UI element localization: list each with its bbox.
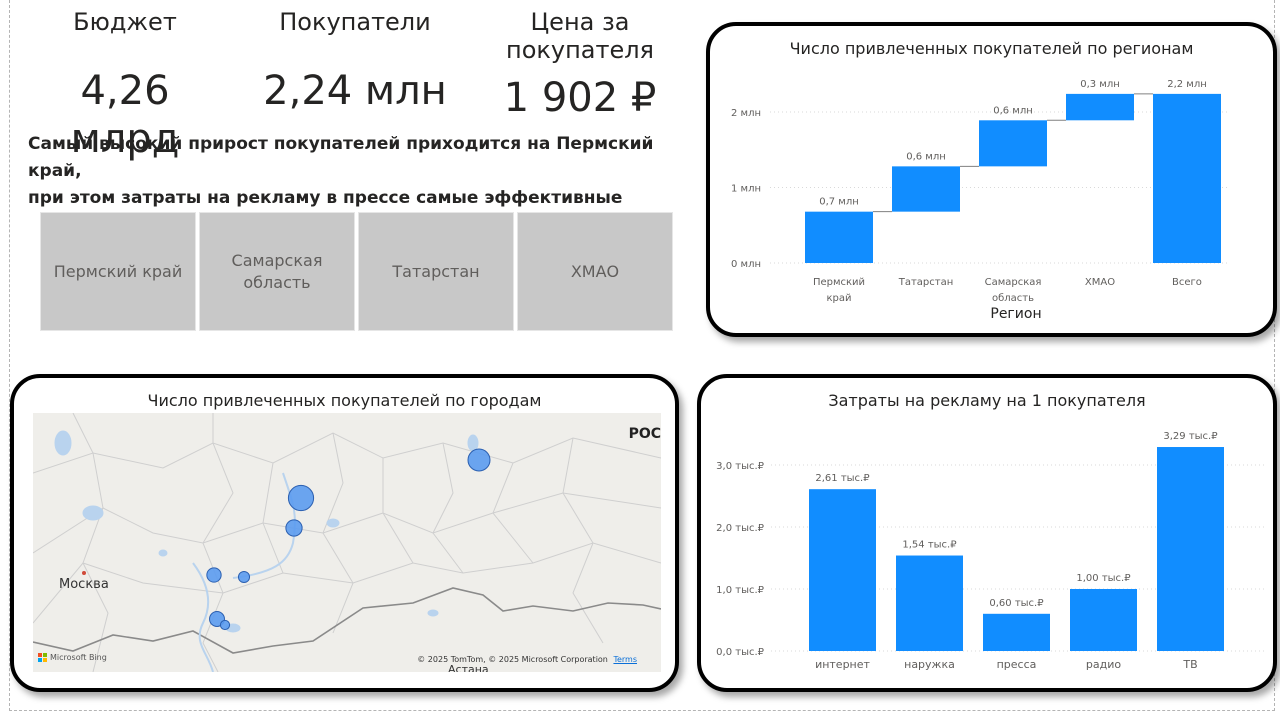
waterfall-bar[interactable]: [979, 120, 1047, 167]
ad-cost-chart-title: Затраты на рекламу на 1 покупателя: [828, 391, 1146, 410]
waterfall-category-label: Всего: [1172, 277, 1202, 288]
kpi-budget: Бюджет 4,26 млрд: [30, 8, 220, 163]
map-terms-link[interactable]: Terms: [613, 655, 637, 664]
slicer-label-perm: Пермский край: [53, 261, 183, 281]
slicer-button-tatarstan[interactable]: Татарстан: [358, 212, 514, 331]
ad-cost-chart-card[interactable]: Затраты на рекламу на 1 покупателя 0,0 т…: [697, 374, 1277, 692]
ad-cost-bar[interactable]: [1070, 589, 1137, 651]
waterfall-category-label: Татарстан: [898, 277, 954, 288]
country-border: [33, 587, 661, 654]
waterfall-x-axis-title: Регион: [990, 306, 1041, 322]
slicer-label-tatarstan: Татарстан: [392, 261, 480, 281]
map-card[interactable]: Число привлеченных покупателей по города…: [10, 374, 679, 692]
kpi-price-title-line1: Цена за: [530, 8, 630, 36]
waterfall-data-label: 0,6 млн: [906, 151, 946, 162]
kpi-price-value: 1 902 ₽: [503, 75, 657, 121]
slicer-button-perm[interactable]: Пермский край: [40, 212, 196, 331]
bing-logo: Microsoft Bing: [38, 653, 107, 662]
ad-cost-bar[interactable]: [896, 555, 963, 651]
waterfall-data-label: 0,3 млн: [1080, 79, 1120, 90]
bing-label: Microsoft Bing: [50, 653, 107, 662]
map-bubble[interactable]: [287, 484, 315, 512]
waterfall-chart-card[interactable]: Число привлеченных покупателей по регион…: [706, 22, 1277, 337]
ad-cost-category-label: радио: [1086, 658, 1121, 671]
map-bubble[interactable]: [467, 448, 491, 472]
ad-cost-data-label: 3,29 тыс.₽: [1163, 431, 1218, 442]
map-city-label-astana: Астана: [448, 663, 489, 672]
ad-cost-bar[interactable]: [809, 489, 876, 651]
ad-cost-y-tick-label: 3,0 тыс.₽: [716, 461, 764, 472]
insight-line-1: Самый высокий прирост покупателей приход…: [28, 134, 654, 181]
waterfall-category-label: край: [826, 293, 851, 304]
waterfall-bar[interactable]: [1066, 93, 1134, 121]
map-attribution: © 2025 TomTom, © 2025 Microsoft Corporat…: [417, 655, 637, 664]
slicer-label-samara-line1: Самарская: [231, 250, 323, 270]
ad-cost-chart: 0,0 тыс.₽ 1,0 тыс.₽ 2,0 тыс.₽ 3,0 тыс.₽ 2,61…: [716, 431, 1266, 671]
waterfall-bar[interactable]: [805, 211, 873, 263]
waterfall-bar[interactable]: [1153, 93, 1221, 263]
waterfall-bar[interactable]: [892, 166, 960, 212]
kpi-buyers: Покупатели 2,24 млн: [260, 8, 450, 115]
microsoft-logo-icon: [38, 653, 47, 662]
map-canvas[interactable]: Москва РОС Астана Microsoft Bing © 2025 …: [33, 413, 661, 672]
ad-cost-data-label: 1,00 тыс.₽: [1076, 573, 1131, 584]
ad-cost-data-label: 2,61 тыс.₽: [815, 473, 870, 484]
map-bubbles: [206, 448, 491, 631]
kpi-price-title-line2: покупателя: [506, 36, 654, 64]
map-country-label: РОС: [628, 426, 661, 442]
kpi-price: Цена за покупателя 1 902 ₽: [485, 8, 675, 122]
ad-cost-category-label: наружка: [904, 658, 955, 671]
waterfall-y-tick-label: 1 млн: [731, 184, 761, 195]
ad-cost-data-label: 0,60 тыс.₽: [989, 598, 1044, 609]
ad-cost-bar[interactable]: [1157, 447, 1224, 651]
slicer-button-samara[interactable]: Самарская область: [199, 212, 355, 331]
ad-cost-data-label: 1,54 тыс.₽: [902, 540, 957, 551]
map-bubble[interactable]: [219, 619, 231, 631]
insight-text: Самый высокий прирост покупателей приход…: [28, 131, 688, 212]
waterfall-category-label: Самарская: [985, 277, 1042, 288]
kpi-budget-title: Бюджет: [73, 8, 177, 36]
report-canvas: [9, 0, 1275, 711]
ad-cost-y-tick-label: 1,0 тыс.₽: [716, 585, 764, 596]
map-copyright: © 2025 TomTom, © 2025 Microsoft Corporat…: [417, 655, 608, 664]
slicer-label-khmao: ХМАО: [570, 261, 620, 281]
slicer-button-khmao[interactable]: ХМАО: [517, 212, 673, 331]
map-title: Число привлеченных покупателей по города…: [147, 391, 542, 410]
ad-cost-y-tick-label: 0,0 тыс.₽: [716, 647, 764, 658]
ad-cost-bar[interactable]: [983, 613, 1050, 651]
region-borders: [33, 413, 661, 672]
ad-cost-y-tick-label: 2,0 тыс.₽: [716, 523, 764, 534]
map-bubble[interactable]: [237, 570, 251, 584]
kpi-buyers-title: Покупатели: [279, 8, 431, 36]
slicer-label-samara-line2: область: [243, 272, 311, 292]
waterfall-category-label: область: [992, 293, 1034, 304]
kpi-buyers-value: 2,24 млн: [263, 68, 447, 114]
insight-line-2: при этом затраты на рекламу в прессе сам…: [28, 188, 623, 208]
waterfall-chart: 0 млн 1 млн 2 млн 0,7 млн Пермский край 0,6 мл…: [731, 79, 1230, 322]
moscow-dot: [82, 571, 86, 575]
kpi-budget-value: 4,26 млрд: [70, 68, 180, 162]
map-bubble[interactable]: [206, 567, 222, 583]
ad-cost-category-label: интернет: [815, 658, 870, 671]
waterfall-chart-title: Число привлеченных покупателей по регион…: [789, 39, 1194, 58]
ad-cost-category-label: пресса: [997, 658, 1037, 671]
map-bubble[interactable]: [285, 519, 303, 537]
waterfall-data-label: 2,2 млн: [1167, 79, 1207, 90]
waterfall-y-tick-label: 2 млн: [731, 108, 761, 119]
ad-cost-category-label: ТВ: [1182, 658, 1197, 671]
waterfall-data-label: 0,7 млн: [819, 197, 859, 208]
waterfall-category-label: ХМАО: [1085, 277, 1115, 288]
slicer-label-samara: Самарская область: [232, 250, 323, 294]
waterfall-y-tick-label: 0 млн: [731, 259, 761, 270]
map-city-label-moscow: Москва: [59, 577, 109, 592]
waterfall-category-label: Пермский: [813, 277, 865, 288]
waterfall-data-label: 0,6 млн: [993, 105, 1033, 116]
